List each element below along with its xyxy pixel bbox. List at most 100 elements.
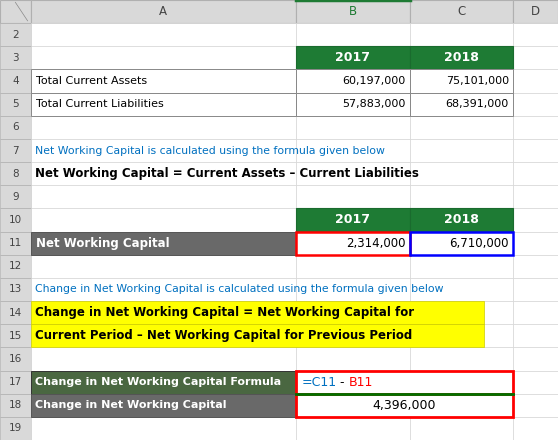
Bar bbox=[296, 0, 410, 23]
Bar bbox=[296, 70, 410, 93]
Bar bbox=[410, 209, 513, 231]
Bar bbox=[410, 231, 513, 255]
Text: Change in Net Working Capital Formula: Change in Net Working Capital Formula bbox=[35, 377, 281, 387]
Text: Change in Net Working Capital is calculated using the formula given below: Change in Net Working Capital is calcula… bbox=[35, 285, 444, 294]
Text: 15: 15 bbox=[9, 331, 22, 341]
Bar bbox=[513, 139, 558, 162]
Bar bbox=[296, 347, 410, 370]
Text: 75,101,000: 75,101,000 bbox=[446, 76, 509, 86]
Bar bbox=[410, 93, 513, 116]
Bar bbox=[410, 231, 513, 255]
Text: 7: 7 bbox=[12, 146, 18, 155]
Text: 4: 4 bbox=[12, 76, 18, 86]
Bar bbox=[513, 23, 558, 46]
Text: 2018: 2018 bbox=[444, 213, 479, 227]
Text: Net Working Capital is calculated using the formula given below: Net Working Capital is calculated using … bbox=[35, 146, 385, 155]
Bar bbox=[296, 278, 410, 301]
Text: 18: 18 bbox=[9, 400, 22, 410]
Text: 19: 19 bbox=[9, 423, 22, 433]
Bar bbox=[513, 162, 558, 185]
Text: 14: 14 bbox=[9, 308, 22, 318]
Bar bbox=[410, 301, 513, 324]
Bar bbox=[296, 185, 410, 209]
Bar bbox=[410, 70, 513, 93]
Bar bbox=[296, 370, 513, 394]
Bar bbox=[513, 417, 558, 440]
Bar bbox=[296, 370, 410, 394]
Bar bbox=[410, 278, 513, 301]
Bar bbox=[513, 347, 558, 370]
Bar bbox=[0, 185, 31, 209]
Text: 4,396,000: 4,396,000 bbox=[373, 399, 436, 412]
Bar bbox=[296, 162, 410, 185]
Bar bbox=[31, 394, 296, 417]
Bar bbox=[513, 370, 558, 394]
Bar bbox=[410, 370, 513, 394]
Bar bbox=[31, 70, 296, 93]
Bar bbox=[513, 209, 558, 231]
Text: -: - bbox=[339, 376, 344, 389]
Bar bbox=[513, 255, 558, 278]
Bar bbox=[0, 139, 31, 162]
Text: 2,314,000: 2,314,000 bbox=[346, 237, 406, 249]
Text: B11: B11 bbox=[349, 376, 373, 389]
Bar bbox=[0, 23, 31, 46]
Bar bbox=[513, 0, 558, 23]
Bar bbox=[31, 301, 296, 324]
Bar bbox=[31, 0, 296, 23]
Text: 9: 9 bbox=[12, 192, 18, 202]
Bar bbox=[296, 93, 410, 116]
Bar bbox=[513, 93, 558, 116]
Bar bbox=[513, 70, 558, 93]
Bar bbox=[296, 231, 410, 255]
Text: 3: 3 bbox=[12, 53, 18, 63]
Bar bbox=[31, 70, 296, 93]
Bar bbox=[0, 347, 31, 370]
Bar bbox=[410, 231, 513, 255]
Bar bbox=[31, 324, 296, 347]
Text: =C11: =C11 bbox=[301, 376, 336, 389]
Bar bbox=[31, 46, 296, 70]
Bar bbox=[0, 278, 31, 301]
Bar bbox=[410, 417, 513, 440]
Bar bbox=[410, 394, 513, 417]
Bar bbox=[513, 278, 558, 301]
Bar bbox=[31, 394, 296, 417]
Bar bbox=[513, 324, 558, 347]
Bar bbox=[0, 46, 31, 70]
Bar bbox=[0, 394, 31, 417]
Text: 57,883,000: 57,883,000 bbox=[342, 99, 406, 109]
Bar bbox=[0, 116, 31, 139]
Bar bbox=[31, 93, 296, 116]
Text: 2017: 2017 bbox=[335, 51, 371, 64]
Bar bbox=[410, 116, 513, 139]
Text: 2: 2 bbox=[12, 30, 18, 40]
Bar bbox=[296, 23, 410, 46]
Text: 6,710,000: 6,710,000 bbox=[449, 237, 509, 249]
Bar bbox=[31, 370, 296, 394]
Text: D: D bbox=[531, 5, 540, 18]
Bar bbox=[296, 231, 410, 255]
Bar bbox=[31, 278, 296, 301]
Text: Total Current Liabilities: Total Current Liabilities bbox=[36, 99, 164, 109]
Text: 2018: 2018 bbox=[444, 51, 479, 64]
Text: 68,391,000: 68,391,000 bbox=[446, 99, 509, 109]
Bar bbox=[513, 231, 558, 255]
Text: 2017: 2017 bbox=[335, 213, 371, 227]
Bar bbox=[296, 301, 410, 324]
Bar bbox=[0, 0, 31, 23]
Bar bbox=[410, 185, 513, 209]
Bar bbox=[513, 46, 558, 70]
Bar bbox=[410, 46, 513, 70]
Bar bbox=[410, 23, 513, 46]
Bar bbox=[31, 347, 296, 370]
Text: 60,197,000: 60,197,000 bbox=[343, 76, 406, 86]
Bar bbox=[0, 162, 31, 185]
Bar bbox=[296, 70, 410, 93]
Text: 16: 16 bbox=[9, 354, 22, 364]
Text: B: B bbox=[349, 5, 357, 18]
Bar bbox=[0, 301, 31, 324]
Bar bbox=[296, 46, 410, 70]
Bar bbox=[31, 23, 296, 46]
Text: 13: 13 bbox=[9, 285, 22, 294]
